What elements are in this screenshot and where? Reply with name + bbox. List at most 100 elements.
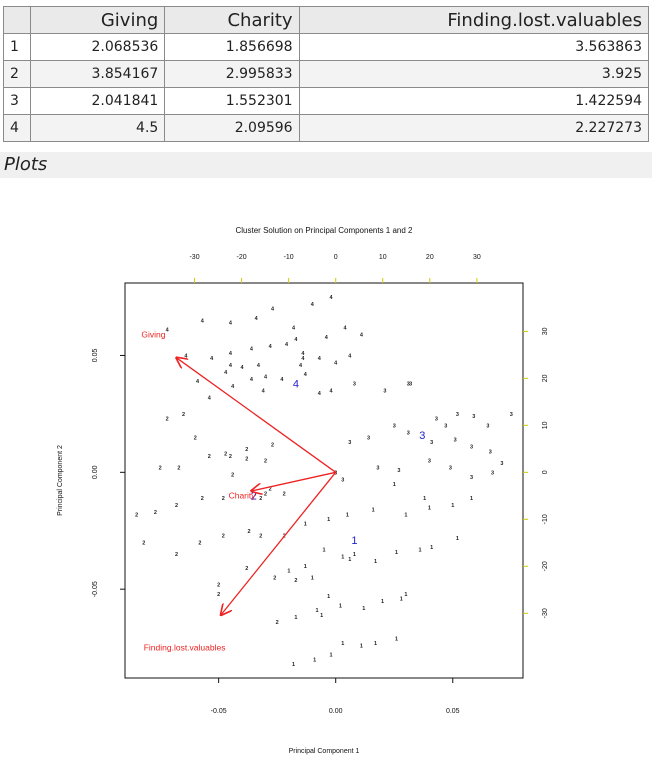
plots-section-header: Plots — [0, 152, 652, 178]
cluster-1-point: 1 — [315, 608, 318, 614]
cluster-1-point: 1 — [346, 512, 349, 518]
cluster-4-point: 4 — [229, 363, 233, 369]
row-name-cell: 3 — [3, 87, 31, 115]
cluster-4-point: 4 — [344, 325, 348, 331]
cluster-2-point: 2 — [231, 473, 234, 479]
cluster-2-point: 2 — [273, 575, 276, 581]
cluster-4-centroid: 4 — [293, 379, 299, 391]
cluster-4-point: 4 — [210, 356, 214, 362]
cluster-2-point: 2 — [259, 533, 262, 539]
cluster-4-point: 4 — [318, 356, 322, 362]
cluster-4-point: 4 — [294, 337, 298, 343]
cluster-1-point: 1 — [381, 599, 384, 605]
table-cell: 4.5 — [29, 114, 166, 142]
cluster-4-point: 4 — [329, 295, 333, 301]
cluster-2-point: 2 — [222, 533, 225, 539]
cluster-3-point: 3 — [470, 445, 473, 451]
cluster-1-point: 1 — [320, 613, 323, 619]
cluster-2-point: 2 — [245, 456, 248, 462]
cluster-4-point: 4 — [250, 377, 254, 383]
cluster-3-point: 3 — [486, 424, 489, 430]
cluster-2-point: 2 — [154, 510, 157, 516]
cluster-2-point: 2 — [294, 578, 297, 584]
cluster-4-point: 4 — [229, 351, 233, 357]
table-cell: 1.856698 — [164, 33, 300, 61]
cluster-3-point: 3 — [510, 412, 513, 418]
cluster-4-point: 4 — [231, 384, 235, 390]
cluster-1-point: 1 — [304, 564, 307, 570]
cluster-2-point: 2 — [229, 454, 232, 460]
cluster-1-point: 1 — [339, 604, 342, 610]
cluster-1-point: 1 — [428, 505, 431, 511]
cluster-3-point: 3 — [430, 440, 433, 446]
cluster-2-point: 2 — [245, 566, 248, 572]
cluster-2-point: 2 — [264, 491, 267, 497]
cluster-2-point: 2 — [175, 503, 178, 509]
cluster-1-point: 1 — [348, 557, 351, 563]
cluster-4-point: 4 — [241, 365, 245, 371]
table-cell: 3.854167 — [29, 60, 166, 88]
table-row: 3 2.041841 1.552301 1.422594 — [3, 87, 650, 115]
cluster-1-point: 1 — [404, 512, 407, 518]
loading-arrow — [221, 471, 337, 615]
table-cell: 2.227273 — [298, 114, 650, 142]
cluster-2-point: 2 — [142, 540, 145, 546]
y-tick-label: 0.00 — [92, 465, 99, 479]
top-axis-tick-label: -20 — [237, 254, 247, 261]
top-axis-tick-label: 20 — [426, 254, 434, 261]
cluster-1-point: 1 — [456, 536, 459, 542]
cluster-1-point: 1 — [353, 552, 356, 558]
cluster-4-point: 4 — [348, 353, 352, 359]
cluster-1-point: 1 — [341, 641, 344, 647]
loading-arrow — [177, 358, 337, 473]
cluster-3-point: 3 — [435, 417, 438, 423]
plot-frame — [124, 282, 524, 679]
cluster-2-point: 2 — [135, 512, 138, 518]
cluster-2-point: 2 — [248, 529, 251, 535]
loading-label: Charity — [229, 491, 257, 501]
results-table: Giving Charity Finding.lost.valuables 1 2.0… — [3, 6, 650, 142]
cluster-4-point: 4 — [257, 363, 261, 369]
cluster-2-point: 2 — [245, 447, 248, 453]
cluster-4-point: 4 — [285, 342, 289, 348]
cluster-1-point: 1 — [404, 592, 407, 598]
cluster-1-point: 1 — [287, 568, 290, 574]
column-header-rowname — [3, 6, 31, 34]
loading-arrow — [251, 471, 336, 491]
right-axis-tick-label: 20 — [542, 374, 549, 382]
cluster-2-point: 2 — [175, 552, 178, 558]
cluster-4-point: 4 — [301, 351, 305, 357]
cluster-1-point: 1 — [423, 496, 426, 502]
cluster-4-point: 4 — [166, 328, 170, 334]
cluster-3-point: 3 — [348, 440, 351, 446]
cluster-3-point: 3 — [341, 477, 344, 483]
cluster-2-point: 2 — [224, 452, 227, 458]
cluster-1-centroid: 1 — [351, 535, 357, 547]
table-cell: 3.925 — [298, 60, 650, 88]
cluster-4-point: 4 — [325, 335, 329, 341]
cluster-4-point: 4 — [271, 307, 275, 313]
table-row: 4 4.5 2.09596 2.227273 — [3, 114, 650, 142]
cluster-2-point: 2 — [259, 496, 262, 502]
cluster-1-point: 1 — [393, 482, 396, 488]
cluster-4-point: 4 — [196, 379, 200, 385]
cluster-1-point: 1 — [395, 636, 398, 642]
right-axis-tick-label: -20 — [542, 561, 549, 571]
right-axis-tick-label: 10 — [542, 421, 549, 429]
cluster-4-point: 4 — [262, 389, 266, 395]
right-axis-tick-label: 30 — [542, 327, 549, 335]
cluster-3-point: 3 — [444, 424, 447, 430]
cluster-1-point: 1 — [294, 615, 297, 621]
cluster-2-point: 2 — [283, 491, 286, 497]
cluster-4-point: 4 — [250, 346, 254, 352]
table-cell: 1.552301 — [164, 87, 300, 115]
table-row: 1 2.068536 1.856698 3.563863 — [3, 33, 650, 61]
cluster-1-point: 1 — [372, 508, 375, 514]
cluster-1-point: 1 — [360, 643, 363, 649]
cluster-3-point: 3 — [376, 466, 379, 472]
cluster-1-point: 1 — [418, 547, 421, 553]
cluster-2-point: 2 — [276, 620, 279, 626]
loading-label: Finding.lost.valuables — [144, 643, 226, 653]
top-axis-tick-label: -30 — [189, 254, 199, 261]
cluster-1-point: 1 — [329, 653, 332, 659]
